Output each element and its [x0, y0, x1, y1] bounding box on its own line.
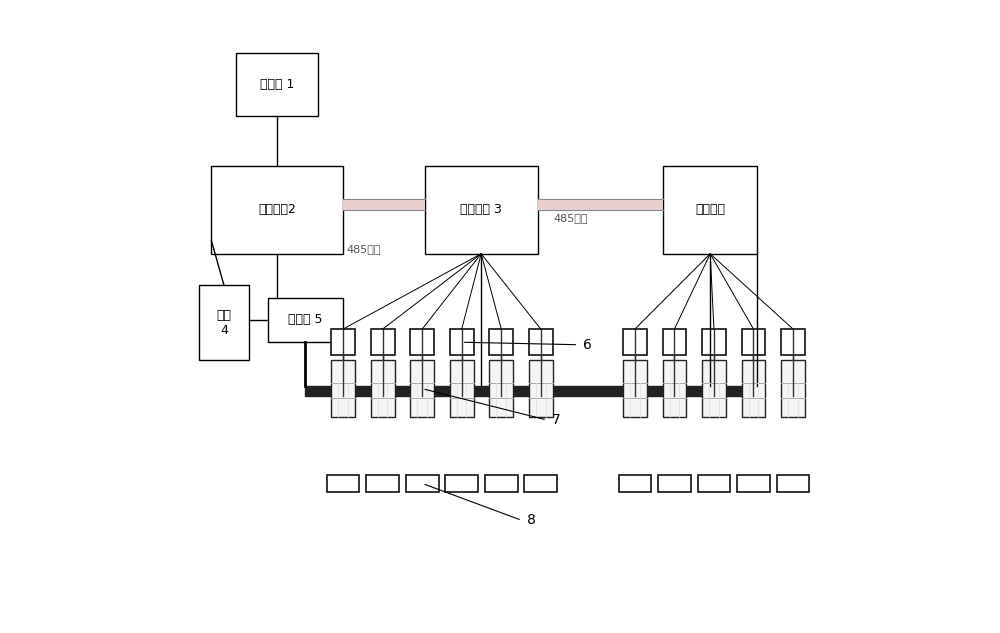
Bar: [737, 475, 770, 492]
Bar: [742, 360, 765, 417]
Bar: [450, 360, 474, 417]
Bar: [781, 329, 805, 355]
Bar: [702, 329, 726, 355]
Bar: [623, 329, 647, 355]
Bar: [489, 360, 513, 417]
Text: 计算机 1: 计算机 1: [260, 78, 294, 91]
Bar: [663, 329, 686, 355]
Text: 8: 8: [527, 513, 536, 527]
Bar: [331, 329, 355, 355]
Bar: [327, 475, 359, 492]
Bar: [485, 475, 518, 492]
Bar: [623, 360, 647, 417]
Bar: [268, 298, 343, 342]
Bar: [489, 329, 513, 355]
Text: 油泵
4: 油泵 4: [216, 309, 231, 337]
Bar: [366, 475, 399, 492]
Bar: [410, 329, 434, 355]
Bar: [410, 360, 434, 417]
Bar: [371, 360, 395, 417]
Bar: [663, 360, 686, 417]
Text: 485总线: 485总线: [346, 244, 381, 254]
Bar: [445, 475, 478, 492]
Bar: [371, 329, 395, 355]
Bar: [619, 475, 651, 492]
Bar: [211, 166, 343, 254]
Bar: [702, 360, 726, 417]
Text: 6: 6: [583, 338, 592, 352]
Bar: [406, 475, 439, 492]
Bar: [529, 360, 553, 417]
Bar: [777, 475, 809, 492]
Bar: [698, 475, 730, 492]
Text: 485总线: 485总线: [553, 213, 588, 223]
Text: 限速阀 5: 限速阀 5: [288, 313, 323, 326]
Bar: [450, 329, 474, 355]
Bar: [663, 166, 757, 254]
Bar: [236, 53, 318, 116]
Text: 总控制箱2: 总控制箱2: [258, 203, 296, 216]
Bar: [331, 360, 355, 417]
Text: 分控制箱: 分控制箱: [695, 203, 725, 216]
Text: 分控制箱 3: 分控制箱 3: [460, 203, 502, 216]
Text: 7: 7: [552, 413, 561, 427]
Bar: [425, 166, 538, 254]
Bar: [658, 475, 691, 492]
Bar: [742, 329, 765, 355]
Bar: [529, 329, 553, 355]
Bar: [781, 360, 805, 417]
Bar: [199, 285, 249, 360]
Bar: [524, 475, 557, 492]
